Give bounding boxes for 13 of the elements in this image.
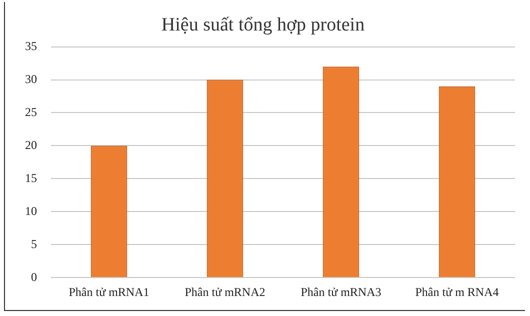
chart-title: Hiệu suất tổng hợp protein <box>161 14 366 36</box>
y-tick-label: 15 <box>25 170 37 185</box>
y-tick-label: 5 <box>31 236 37 251</box>
x-tick-label: Phân tử mRNA1 <box>68 284 150 299</box>
y-tick-label: 35 <box>25 38 37 53</box>
y-tick-label: 10 <box>25 204 37 218</box>
y-tick-label: 30 <box>25 72 37 86</box>
x-tick-label: Phân tử mRNA3 <box>300 284 382 299</box>
x-tick-label: Phân tử mRNA2 <box>184 284 266 299</box>
y-tick-label: 0 <box>31 270 37 284</box>
y-tick-label: 20 <box>25 138 37 152</box>
y-tick-label: 25 <box>25 104 37 119</box>
x-tick-label: Phân tử m RNA4 <box>415 284 499 299</box>
